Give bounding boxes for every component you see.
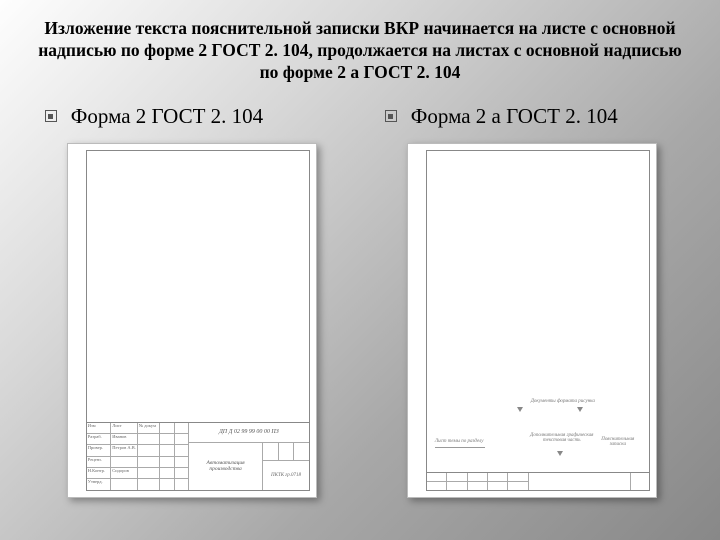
tb2-cell <box>175 479 189 489</box>
tb2a-cell <box>447 473 467 481</box>
tb2-cell <box>160 423 174 433</box>
tb2-cell: Н.Контр. <box>87 468 112 478</box>
form2a-title-block <box>427 472 649 490</box>
tb2a-cell <box>427 482 447 490</box>
tb2-cell <box>138 468 160 478</box>
tb2-cell <box>111 457 138 467</box>
bullet-icon <box>385 110 397 122</box>
tb2-cell <box>175 434 189 444</box>
tb2-cell <box>138 434 160 444</box>
tb2a-mid <box>529 473 631 490</box>
tb2-name: Автоматизация производства ПКТК гр.0718 <box>189 443 309 490</box>
form2a-thumbnail: Документы формата рисунка Лист темы по р… <box>407 143 657 498</box>
tb2-side: ПКТК гр.0718 <box>263 443 309 490</box>
page-title: Изложение текста пояснительной записки В… <box>0 0 720 92</box>
form2a-frame: Документы формата рисунка Лист темы по р… <box>426 150 650 491</box>
tb2-cell <box>160 468 174 478</box>
tb2-cell <box>160 445 174 455</box>
left-subtitle-row: Форма 2 ГОСТ 2. 104 <box>27 104 263 129</box>
tb2-left: Изм Лист № докум Разраб. Иванов <box>87 423 189 490</box>
right-subtitle: Форма 2 а ГОСТ 2. 104 <box>411 104 618 129</box>
tb2-cell <box>160 457 174 467</box>
tb2a-cell <box>468 473 488 481</box>
tb2-code: ДП Д 02 99 99 00 00 ПЗ <box>189 423 309 443</box>
hint-underline <box>435 447 485 448</box>
tb2-cell: Иванов <box>111 434 138 444</box>
tb2a-page <box>631 473 649 490</box>
tb2-cell: Петров А.В. <box>111 445 138 455</box>
tb2-cell: Разраб. <box>87 434 112 444</box>
tb2a-cell <box>447 482 467 490</box>
tb2-cell <box>175 457 189 467</box>
tb2-cell <box>160 479 174 489</box>
form2-frame: Изм Лист № докум Разраб. Иванов <box>86 150 310 491</box>
tb2a-cell <box>508 473 528 481</box>
tb2-cell: Изм <box>87 423 112 433</box>
tb2a-cell <box>468 482 488 490</box>
tb2a-cell <box>488 473 508 481</box>
tb2-cell <box>175 468 189 478</box>
tb2-side-cell <box>263 443 279 461</box>
tb2-cell: Лист <box>111 423 138 433</box>
tb2a-cell <box>488 482 508 490</box>
tb2a-cell <box>427 473 447 481</box>
tb2-side-cell <box>294 443 309 461</box>
tb2-cell <box>138 479 160 489</box>
tb2a-cell <box>508 482 528 490</box>
hint-text: Лист темы по разделу <box>435 439 484 444</box>
tb2-cell: Утверд. <box>87 479 112 489</box>
hint-text: Документы формата рисунка <box>487 399 639 404</box>
tb2-cell: Сидоров <box>111 468 138 478</box>
tb2a-left <box>427 473 529 490</box>
left-column: Форма 2 ГОСТ 2. 104 Изм Лист № докум Р <box>27 104 353 498</box>
tb2-cell: Провер. <box>87 445 112 455</box>
right-column: Форма 2 а ГОСТ 2. 104 Документы формата … <box>367 104 693 498</box>
tb2-org: ПКТК гр.0718 <box>263 461 309 489</box>
bullet-icon <box>45 110 57 122</box>
tb2-work-name: Автоматизация производства <box>189 443 263 490</box>
hint-text: Пояснительная записка <box>593 437 643 447</box>
arrow-icon <box>557 451 563 456</box>
tb2-side-cell <box>279 443 295 461</box>
columns: Форма 2 ГОСТ 2. 104 Изм Лист № докум Р <box>0 92 720 498</box>
tb2-cell <box>175 423 189 433</box>
form2-title-block: Изм Лист № докум Разраб. Иванов <box>87 422 309 490</box>
form2-thumbnail: Изм Лист № докум Разраб. Иванов <box>67 143 317 498</box>
tb2-cell: Реценз. <box>87 457 112 467</box>
right-subtitle-row: Форма 2 а ГОСТ 2. 104 <box>367 104 618 129</box>
tb2-cell <box>138 457 160 467</box>
left-subtitle: Форма 2 ГОСТ 2. 104 <box>71 104 263 129</box>
tb2-cell: № докум <box>138 423 160 433</box>
arrow-icon <box>517 407 523 412</box>
tb2-cell <box>111 479 138 489</box>
tb2-cell <box>175 445 189 455</box>
tb2-cell <box>160 434 174 444</box>
arrow-icon <box>577 407 583 412</box>
tb2-cell <box>138 445 160 455</box>
hint-text: Дополнительная графическая текстовая час… <box>527 433 597 443</box>
tb2-right: ДП Д 02 99 99 00 00 ПЗ Автоматизация про… <box>189 423 309 490</box>
